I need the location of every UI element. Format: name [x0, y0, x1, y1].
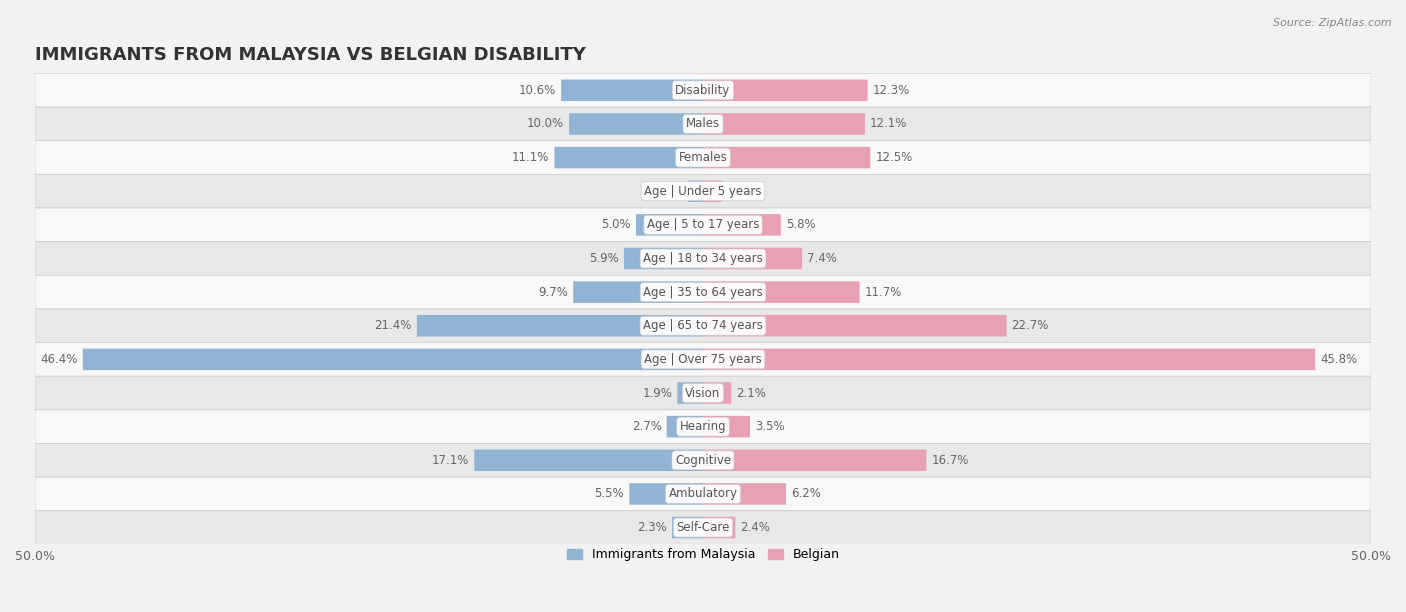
FancyBboxPatch shape: [416, 315, 703, 337]
Text: 2.3%: 2.3%: [637, 521, 666, 534]
FancyBboxPatch shape: [672, 517, 703, 539]
Text: 1.4%: 1.4%: [727, 185, 756, 198]
FancyBboxPatch shape: [35, 208, 1371, 242]
FancyBboxPatch shape: [688, 181, 703, 202]
FancyBboxPatch shape: [703, 483, 786, 505]
FancyBboxPatch shape: [636, 214, 703, 236]
FancyBboxPatch shape: [561, 80, 703, 101]
FancyBboxPatch shape: [35, 343, 1371, 376]
FancyBboxPatch shape: [630, 483, 703, 505]
Text: 11.1%: 11.1%: [512, 151, 550, 164]
Text: 5.5%: 5.5%: [595, 487, 624, 501]
FancyBboxPatch shape: [35, 376, 1371, 410]
FancyBboxPatch shape: [474, 450, 703, 471]
FancyBboxPatch shape: [703, 315, 1007, 337]
Text: Ambulatory: Ambulatory: [668, 487, 738, 501]
Text: Disability: Disability: [675, 84, 731, 97]
Text: 10.0%: 10.0%: [527, 118, 564, 130]
FancyBboxPatch shape: [35, 107, 1371, 141]
Text: 6.2%: 6.2%: [792, 487, 821, 501]
FancyBboxPatch shape: [35, 444, 1371, 477]
FancyBboxPatch shape: [703, 113, 865, 135]
Text: Cognitive: Cognitive: [675, 453, 731, 467]
FancyBboxPatch shape: [703, 181, 721, 202]
FancyBboxPatch shape: [35, 309, 1371, 343]
Text: 12.3%: 12.3%: [873, 84, 910, 97]
FancyBboxPatch shape: [83, 349, 703, 370]
FancyBboxPatch shape: [35, 477, 1371, 511]
Text: 46.4%: 46.4%: [41, 353, 77, 366]
FancyBboxPatch shape: [703, 382, 731, 404]
Text: 10.6%: 10.6%: [519, 84, 555, 97]
FancyBboxPatch shape: [703, 282, 859, 303]
FancyBboxPatch shape: [35, 141, 1371, 174]
FancyBboxPatch shape: [703, 517, 735, 539]
FancyBboxPatch shape: [35, 410, 1371, 444]
Text: Age | 5 to 17 years: Age | 5 to 17 years: [647, 218, 759, 231]
FancyBboxPatch shape: [703, 416, 749, 438]
FancyBboxPatch shape: [703, 450, 927, 471]
Text: Hearing: Hearing: [679, 420, 727, 433]
Text: Self-Care: Self-Care: [676, 521, 730, 534]
Text: 11.7%: 11.7%: [865, 286, 903, 299]
Text: Vision: Vision: [685, 387, 721, 400]
Text: Males: Males: [686, 118, 720, 130]
Text: 45.8%: 45.8%: [1320, 353, 1357, 366]
Text: 5.0%: 5.0%: [602, 218, 631, 231]
FancyBboxPatch shape: [35, 511, 1371, 545]
Text: 2.7%: 2.7%: [631, 420, 662, 433]
Text: 3.5%: 3.5%: [755, 420, 785, 433]
Text: 9.7%: 9.7%: [538, 286, 568, 299]
Text: Age | 65 to 74 years: Age | 65 to 74 years: [643, 319, 763, 332]
FancyBboxPatch shape: [666, 416, 703, 438]
Text: 12.5%: 12.5%: [876, 151, 912, 164]
Text: IMMIGRANTS FROM MALAYSIA VS BELGIAN DISABILITY: IMMIGRANTS FROM MALAYSIA VS BELGIAN DISA…: [35, 46, 586, 64]
FancyBboxPatch shape: [703, 248, 803, 269]
FancyBboxPatch shape: [574, 282, 703, 303]
FancyBboxPatch shape: [624, 248, 703, 269]
Text: Age | 18 to 34 years: Age | 18 to 34 years: [643, 252, 763, 265]
FancyBboxPatch shape: [703, 147, 870, 168]
FancyBboxPatch shape: [569, 113, 703, 135]
Text: 2.4%: 2.4%: [741, 521, 770, 534]
FancyBboxPatch shape: [35, 275, 1371, 309]
FancyBboxPatch shape: [35, 242, 1371, 275]
Text: 21.4%: 21.4%: [374, 319, 412, 332]
Text: 1.1%: 1.1%: [652, 185, 683, 198]
FancyBboxPatch shape: [35, 174, 1371, 208]
Text: 7.4%: 7.4%: [807, 252, 837, 265]
Text: 22.7%: 22.7%: [1011, 319, 1049, 332]
Text: Source: ZipAtlas.com: Source: ZipAtlas.com: [1274, 18, 1392, 28]
Legend: Immigrants from Malaysia, Belgian: Immigrants from Malaysia, Belgian: [561, 543, 845, 566]
Text: Females: Females: [679, 151, 727, 164]
Text: 5.8%: 5.8%: [786, 218, 815, 231]
Text: Age | 35 to 64 years: Age | 35 to 64 years: [643, 286, 763, 299]
Text: 16.7%: 16.7%: [931, 453, 969, 467]
Text: 2.1%: 2.1%: [737, 387, 766, 400]
Text: 5.9%: 5.9%: [589, 252, 619, 265]
Text: 17.1%: 17.1%: [432, 453, 470, 467]
Text: 1.9%: 1.9%: [643, 387, 672, 400]
Text: Age | Over 75 years: Age | Over 75 years: [644, 353, 762, 366]
Text: 12.1%: 12.1%: [870, 118, 907, 130]
FancyBboxPatch shape: [703, 214, 780, 236]
FancyBboxPatch shape: [554, 147, 703, 168]
FancyBboxPatch shape: [678, 382, 703, 404]
FancyBboxPatch shape: [35, 73, 1371, 107]
FancyBboxPatch shape: [703, 349, 1315, 370]
FancyBboxPatch shape: [703, 80, 868, 101]
Text: Age | Under 5 years: Age | Under 5 years: [644, 185, 762, 198]
